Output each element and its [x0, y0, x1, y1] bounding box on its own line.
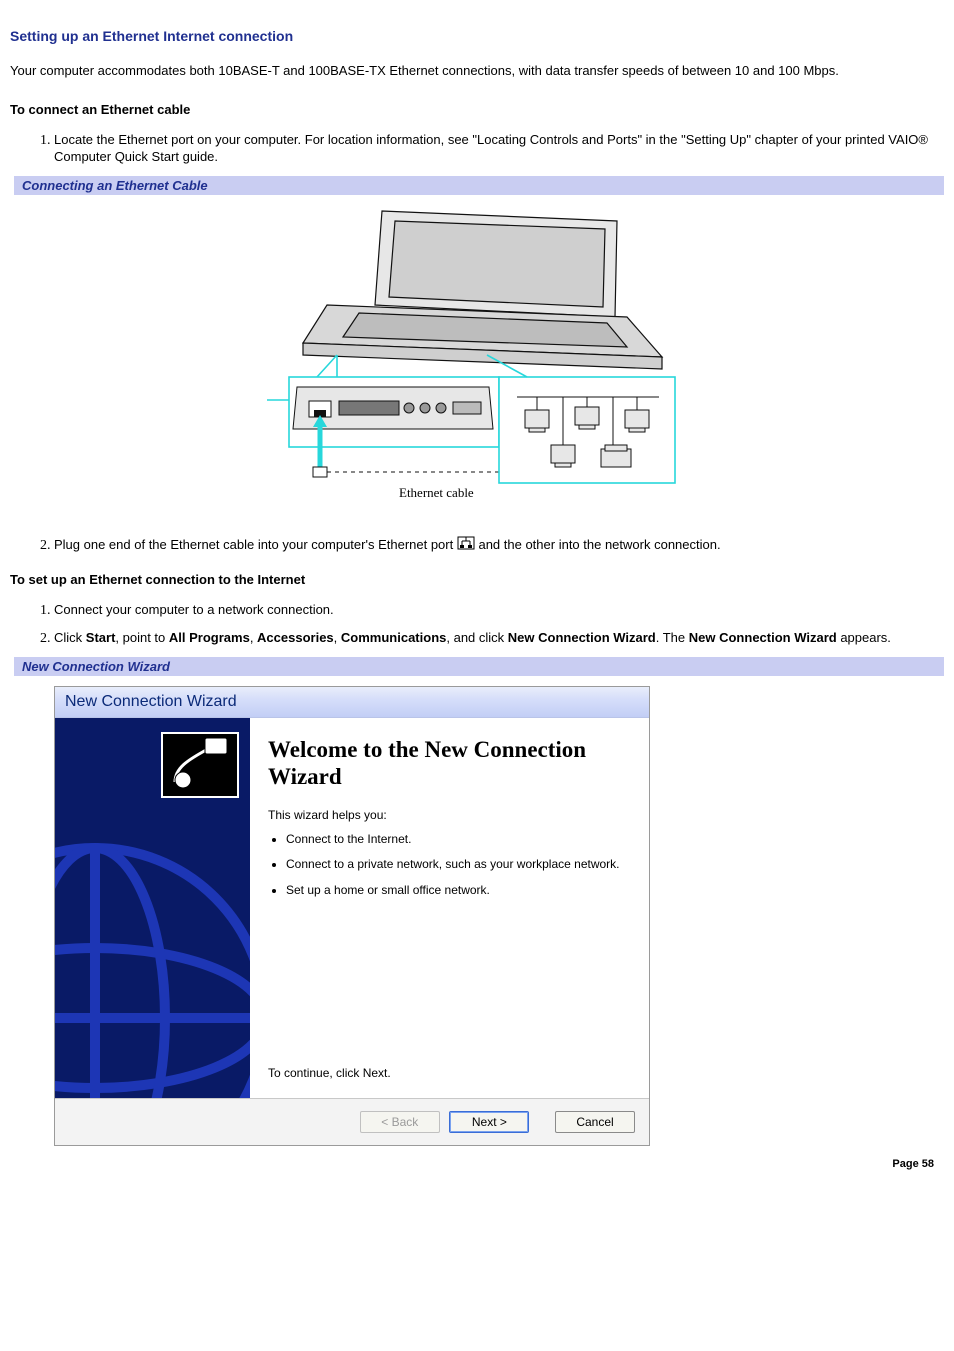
section1-list-cont: Plug one end of the Ethernet cable into … [10, 536, 944, 555]
figure1-label: Ethernet cable [399, 485, 474, 500]
page-number: Page 58 [10, 1158, 944, 1170]
wizard-helps-text: This wizard helps you: [268, 808, 629, 822]
s2s2-i: , and click [446, 630, 507, 645]
s2s2-h: Communications [341, 630, 446, 645]
s2s2-a: Click [54, 630, 86, 645]
step2-part-a: Plug one end of the Ethernet cable into … [54, 537, 457, 552]
wizard-welcome-heading: Welcome to the New Connection Wizard [268, 736, 629, 790]
section1-step1: Locate the Ethernet port on your compute… [54, 131, 944, 166]
intro-paragraph: Your computer accommodates both 10BASE-T… [10, 62, 944, 80]
wizard-sidebar-art [55, 718, 250, 1098]
section1-heading: To connect an Ethernet cable [10, 102, 944, 117]
s2s2-g: , [334, 630, 341, 645]
s2s2-l: New Connection Wizard [689, 630, 837, 645]
wizard-bullet-2: Connect to a private network, such as yo… [286, 857, 629, 873]
section2-step1: Connect your computer to a network conne… [54, 601, 944, 619]
ethernet-diagram-svg: Ethernet cable [267, 205, 687, 505]
wizard-dialog: New Connection Wizard [54, 686, 650, 1146]
s2s2-f: Accessories [257, 630, 334, 645]
figure1-caption: Connecting an Ethernet Cable [10, 176, 944, 195]
figure-ethernet-cable: Ethernet cable [10, 205, 944, 508]
section1-step2: Plug one end of the Ethernet cable into … [54, 536, 944, 555]
wizard-continue-text: To continue, click Next. [268, 1066, 629, 1080]
wizard-bullet-1: Connect to the Internet. [286, 832, 629, 848]
section2-heading: To set up an Ethernet connection to the … [10, 572, 944, 587]
wizard-bullet-3: Set up a home or small office network. [286, 883, 629, 899]
section2-step2: Click Start, point to All Programs, Acce… [54, 629, 944, 647]
s2s2-e: , [250, 630, 257, 645]
s2s2-c: , point to [115, 630, 168, 645]
step2-part-b: and the other into the network connectio… [478, 537, 720, 552]
back-button: < Back [360, 1111, 440, 1133]
figure2-caption: New Connection Wizard [10, 657, 944, 676]
wizard-bullets: Connect to the Internet. Connect to a pr… [268, 832, 629, 909]
wizard-titlebar: New Connection Wizard [55, 687, 649, 718]
next-button[interactable]: Next > [449, 1111, 529, 1133]
cancel-button[interactable]: Cancel [555, 1111, 635, 1133]
s2s2-d: All Programs [169, 630, 250, 645]
s2s2-b: Start [86, 630, 116, 645]
section1-list: Locate the Ethernet port on your compute… [10, 131, 944, 166]
section2-list: Connect your computer to a network conne… [10, 601, 944, 646]
ethernet-port-icon [457, 536, 475, 555]
wizard-footer: < Back Next > Cancel [55, 1098, 649, 1145]
s2s2-j: New Connection Wizard [508, 630, 656, 645]
page-title: Setting up an Ethernet Internet connecti… [10, 28, 944, 44]
s2s2-k: . The [656, 630, 689, 645]
s2s2-m: appears. [837, 630, 891, 645]
